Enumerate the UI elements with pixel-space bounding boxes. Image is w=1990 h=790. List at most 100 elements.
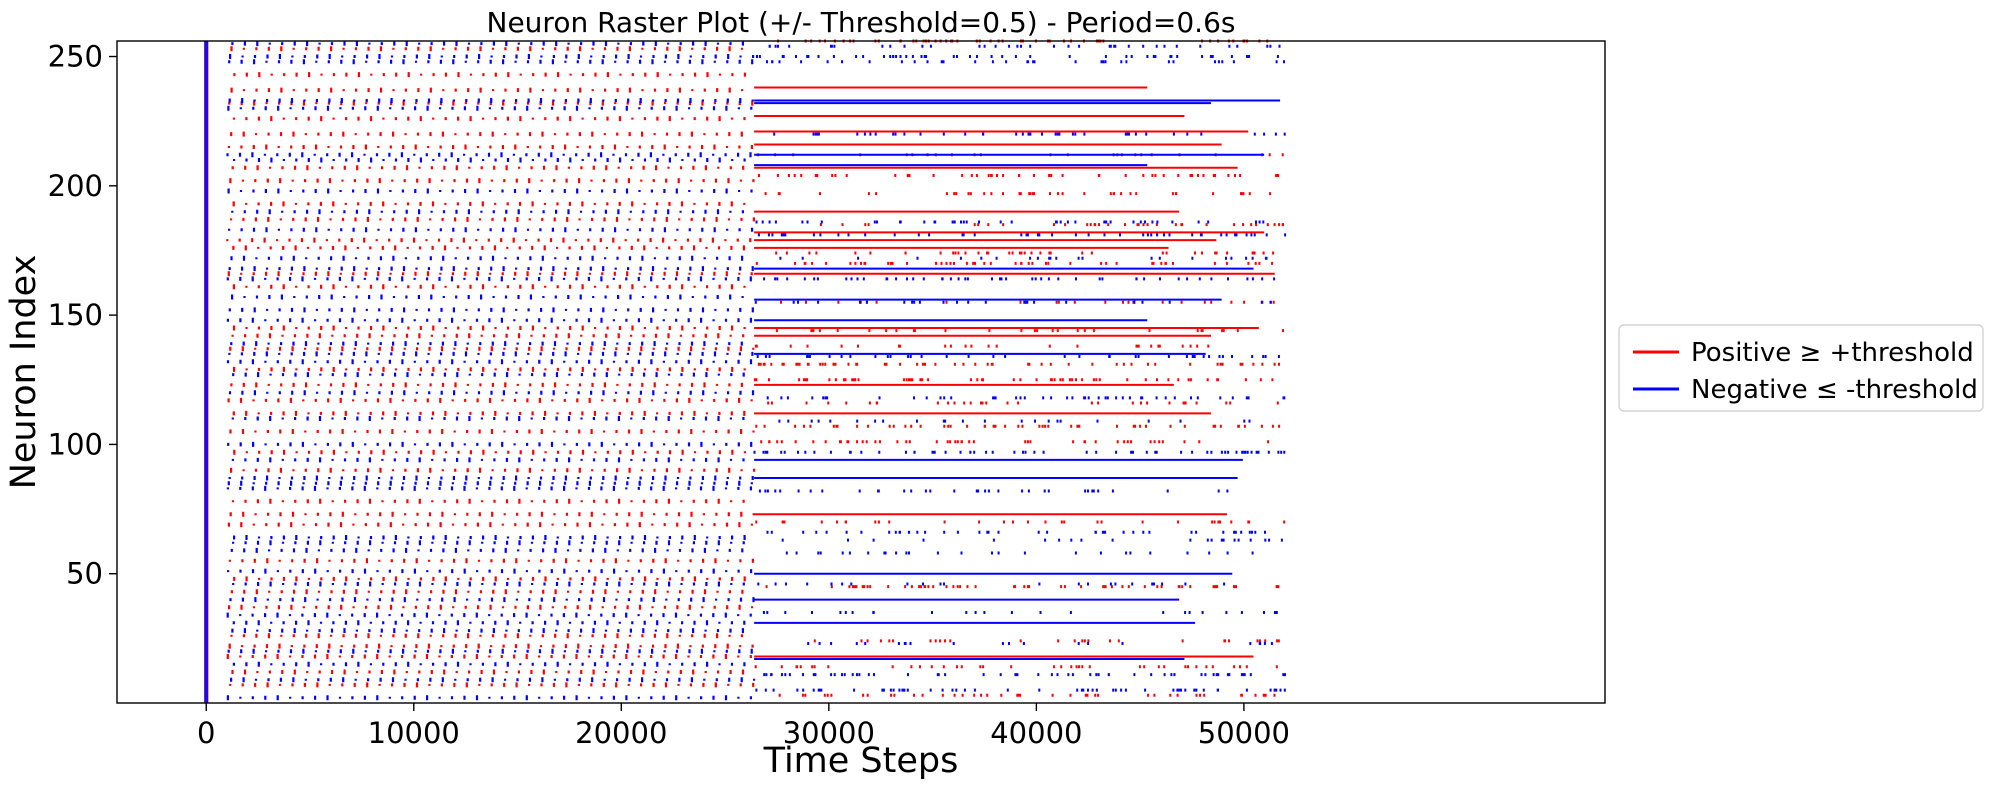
periodic-spike-row xyxy=(227,271,753,277)
sparse-spike-row xyxy=(760,440,1270,444)
periodic-spike-row xyxy=(228,643,754,649)
periodic-spike-row xyxy=(226,654,752,659)
periodic-spike-row xyxy=(229,216,755,222)
sparse-spike-row xyxy=(779,256,1268,260)
sparse-spike-row xyxy=(763,277,1276,281)
periodic-spike-row xyxy=(233,449,746,455)
periodic-spike-row xyxy=(227,105,753,111)
periodic-spike-row xyxy=(228,475,754,481)
sparse-spike-row xyxy=(807,642,1273,645)
periodic-spike-row xyxy=(232,116,746,122)
sparse-spike-row xyxy=(753,450,1286,454)
periodic-spike-row xyxy=(227,144,753,150)
periodic-spike-row xyxy=(226,276,752,282)
periodic-spike-row xyxy=(230,467,756,473)
periodic-spike-row xyxy=(233,157,746,163)
sparse-spike-row xyxy=(813,639,1280,643)
x-axis-label: Time Steps xyxy=(763,741,959,781)
y-axis-label: Neuron Index xyxy=(4,255,44,490)
periodic-spike-row xyxy=(228,604,754,610)
y-axis-ticks: 50 100 150 200 250 xyxy=(48,40,117,591)
sparse-spike-row xyxy=(754,665,1278,669)
sparse-spike-row xyxy=(756,355,1280,358)
periodic-spike-row xyxy=(230,677,756,683)
periodic-spike-row xyxy=(232,201,746,207)
legend-box xyxy=(1618,324,1984,412)
x-tick-label: 10000 xyxy=(368,716,460,750)
sparse-spike-row xyxy=(757,582,1226,586)
periodic-spike-row xyxy=(226,612,752,618)
periodic-spike-row xyxy=(232,284,746,290)
periodic-spike-row xyxy=(227,522,753,528)
periodic-spike-row xyxy=(226,152,752,158)
sparse-spike-row xyxy=(766,396,1286,400)
sparse-spike-row xyxy=(781,538,1283,542)
periodic-spike-row xyxy=(233,535,746,540)
spike-markers xyxy=(204,39,1287,703)
periodic-spike-row xyxy=(228,100,754,106)
periodic-spike-row xyxy=(226,485,752,491)
periodic-spike-row xyxy=(228,307,754,313)
x-tick-label: 50000 xyxy=(1198,716,1290,750)
periodic-spike-row xyxy=(230,589,744,595)
periodic-spike-row xyxy=(230,633,744,639)
x-tick-label: 20000 xyxy=(575,716,667,750)
periodic-spike-row xyxy=(226,237,752,243)
periodic-spike-row xyxy=(231,333,745,339)
periodic-spike-row xyxy=(229,429,755,434)
periodic-spike-row xyxy=(228,227,754,233)
periodic-spike-row xyxy=(232,245,745,251)
periodic-spike-row xyxy=(232,620,746,626)
sparse-spike-row xyxy=(773,132,1286,136)
periodic-spike-row xyxy=(227,188,753,194)
periodic-spike-row xyxy=(231,165,745,171)
periodic-spike-row xyxy=(232,372,745,378)
y-tick-label: 250 xyxy=(48,40,103,74)
periodic-spike-row xyxy=(226,317,752,323)
periodic-spike-row xyxy=(230,547,744,553)
sparse-spike-row xyxy=(766,530,1266,534)
series-positive xyxy=(204,39,1286,703)
y-tick-label: 100 xyxy=(48,427,103,461)
x-tick-label: 0 xyxy=(197,716,215,750)
periodic-spike-row xyxy=(229,54,755,59)
periodic-spike-row xyxy=(227,568,753,574)
periodic-spike-row xyxy=(227,441,753,447)
sparse-spike-row xyxy=(819,223,1284,227)
periodic-spike-row xyxy=(233,366,746,372)
periodic-spike-row xyxy=(230,255,744,261)
onset-burst xyxy=(204,41,209,703)
periodic-spike-row xyxy=(227,648,753,654)
sparse-spike-row xyxy=(763,673,1286,677)
legend-entry: Positive ≥ +threshold xyxy=(1691,338,1974,368)
chart-title: Neuron Raster Plot (+/- Threshold=0.5) -… xyxy=(487,6,1236,39)
sparse-spike-row xyxy=(755,520,1286,524)
sparse-spike-row xyxy=(785,551,1254,555)
periodic-spike-row xyxy=(231,628,744,634)
periodic-spike-row xyxy=(231,294,744,300)
sparse-spike-row xyxy=(753,378,1274,382)
sparse-spike-row xyxy=(762,611,1278,614)
sparse-spike-row xyxy=(775,329,1284,333)
periodic-spike-row xyxy=(233,576,746,582)
periodic-spike-row xyxy=(228,351,754,357)
x-tick-label: 40000 xyxy=(990,716,1082,750)
periodic-spike-row xyxy=(229,597,755,603)
sparse-spike-row xyxy=(755,424,1281,428)
periodic-spike-row xyxy=(226,359,753,365)
y-tick-label: 50 xyxy=(66,557,103,591)
sparse-spike-row xyxy=(768,44,1281,48)
plot-frame xyxy=(116,40,1606,704)
periodic-spike-row xyxy=(228,266,754,272)
periodic-spike-row xyxy=(228,59,754,65)
periodic-spike-row xyxy=(228,98,754,103)
periodic-spike-row xyxy=(227,480,753,486)
periodic-spike-row xyxy=(230,382,743,388)
periodic-spike-row xyxy=(231,209,744,215)
periodic-spike-row xyxy=(229,346,755,352)
y-tick-label: 200 xyxy=(48,169,103,203)
periodic-spike-row xyxy=(231,498,745,504)
sparse-spike-row xyxy=(778,693,1276,697)
sparse-spike-row xyxy=(767,401,1279,405)
